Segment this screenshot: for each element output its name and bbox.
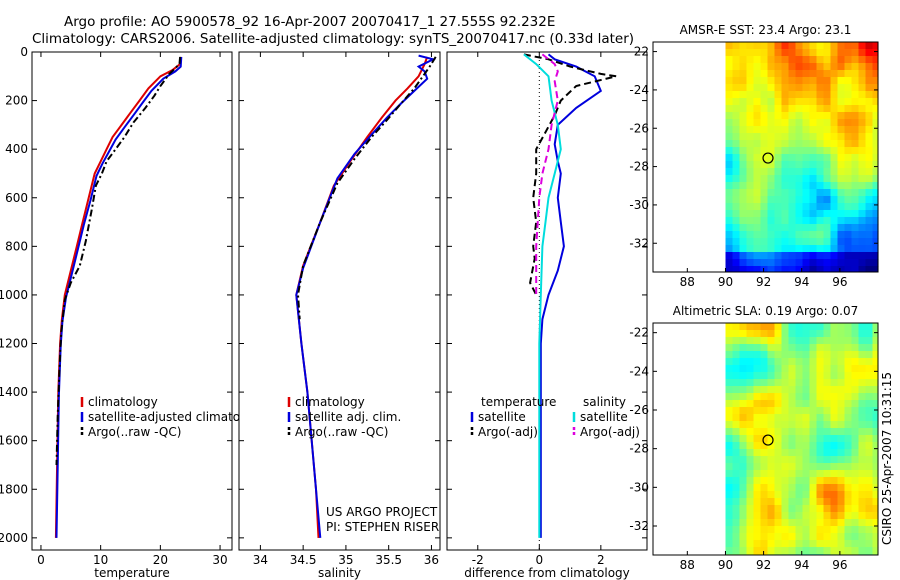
- y-tick-label: 800: [5, 239, 28, 253]
- x-tick-label: -2: [472, 553, 484, 567]
- legend-label: climatology: [88, 395, 158, 409]
- y-tick-label: -30: [629, 480, 649, 494]
- x-tick-label: 90: [718, 558, 733, 572]
- salinity-panel: 34 34.5 35 35.5 36 salinity climatologysatelli…: [239, 52, 440, 580]
- project-label: US ARGO PROJECT: [326, 505, 438, 519]
- x-tick-label: 30: [212, 553, 227, 567]
- x-tick-label: 0: [535, 553, 543, 567]
- x-tick-label: 96: [832, 558, 847, 572]
- pi-label: PI: STEPHEN RISER: [326, 520, 439, 534]
- y-tick-label: -28: [629, 160, 649, 174]
- y-tick-label: 400: [5, 142, 28, 156]
- timestamp-stamp: CSIRO 25-Apr-2007 10:31:15: [880, 372, 894, 545]
- x-tick-label: 96: [832, 275, 847, 289]
- x-tick-label: 35.5: [375, 553, 402, 567]
- y-tick-label: 1000: [0, 288, 28, 302]
- x-tick-label: 94: [794, 275, 809, 289]
- x-tick-label: 88: [680, 275, 695, 289]
- y-tick-label: 1800: [0, 482, 28, 496]
- x-axis-label: difference from climatology: [464, 566, 630, 580]
- x-tick-label: 34: [253, 553, 268, 567]
- argo-profile-figure: Argo profile: AO 5900578_92 16-Apr-2007 …: [0, 0, 900, 580]
- x-tick-label: 36: [424, 553, 439, 567]
- x-tick-label: 2: [597, 553, 605, 567]
- x-tick-label: 10: [93, 553, 108, 567]
- y-tick-label: 0: [20, 45, 28, 59]
- legend-label: Argo(-adj): [580, 425, 640, 439]
- legend-label: satellite: [478, 410, 526, 424]
- figure-title-line2: Climatology: CARS2006. Satellite-adjuste…: [32, 31, 634, 47]
- y-tick-label: 600: [5, 191, 28, 205]
- legend-label: satellite: [580, 410, 628, 424]
- x-tick-label: 88: [680, 558, 695, 572]
- y-tick-label: -30: [629, 198, 649, 212]
- legend-label: Argo(-adj): [478, 425, 538, 439]
- figure-title-line1: Argo profile: AO 5900578_92 16-Apr-2007 …: [64, 14, 555, 30]
- x-tick-label: 35: [338, 553, 353, 567]
- y-tick-label: 1600: [0, 434, 28, 448]
- x-tick-label: 92: [756, 275, 771, 289]
- y-tick-label: 2000: [0, 531, 28, 545]
- y-tick-label: -32: [629, 236, 649, 250]
- plot-frame: [239, 52, 440, 550]
- x-tick-label: 92: [756, 558, 771, 572]
- temperature-panel: 0 10 20 30 temperature 0 200 400 600 800 1000 1200 1…: [0, 45, 266, 580]
- x-axis-label: temperature: [94, 566, 169, 580]
- y-tick-label: 200: [5, 94, 28, 108]
- map-title: AMSR-E SST: 23.4 Argo: 23.1: [680, 23, 852, 37]
- map-field: [726, 42, 879, 273]
- y-tick-label: -32: [629, 519, 649, 533]
- legend-label: satellite adj. clim.: [295, 410, 401, 424]
- x-tick-label: 90: [718, 275, 733, 289]
- map-field: [726, 323, 879, 556]
- map-title: Altimetric SLA: 0.19 Argo: 0.07: [673, 304, 858, 318]
- x-tick-label: 0: [37, 553, 45, 567]
- y-tick-label: -28: [629, 442, 649, 456]
- y-tick-label: 1200: [0, 337, 28, 351]
- sla-map-panel: Altimetric SLA: 0.19 Argo: 0.07 88 90 92 94 9…: [629, 304, 878, 572]
- y-tick-label: 1400: [0, 385, 28, 399]
- x-axis-label: salinity: [318, 566, 361, 580]
- y-tick-label: -22: [629, 45, 649, 59]
- y-tick-label: -26: [629, 121, 649, 135]
- x-tick-label: 34.5: [290, 553, 317, 567]
- legend-heading: temperature: [481, 395, 556, 409]
- sst-map-panel: AMSR-E SST: 23.4 Argo: 23.1 88 90 92 94 96 -22…: [629, 23, 878, 289]
- x-tick-label: 94: [794, 558, 809, 572]
- legend-label: Argo(..raw -QC): [88, 425, 181, 439]
- y-tick-label: -22: [629, 326, 649, 340]
- y-tick-label: -24: [629, 83, 649, 97]
- y-tick-label: -24: [629, 364, 649, 378]
- legend-label: climatology: [295, 395, 365, 409]
- y-tick-label: -26: [629, 403, 649, 417]
- legend-heading: salinity: [583, 395, 626, 409]
- x-tick-label: 20: [153, 553, 168, 567]
- legend-label: Argo(..raw -QC): [295, 425, 388, 439]
